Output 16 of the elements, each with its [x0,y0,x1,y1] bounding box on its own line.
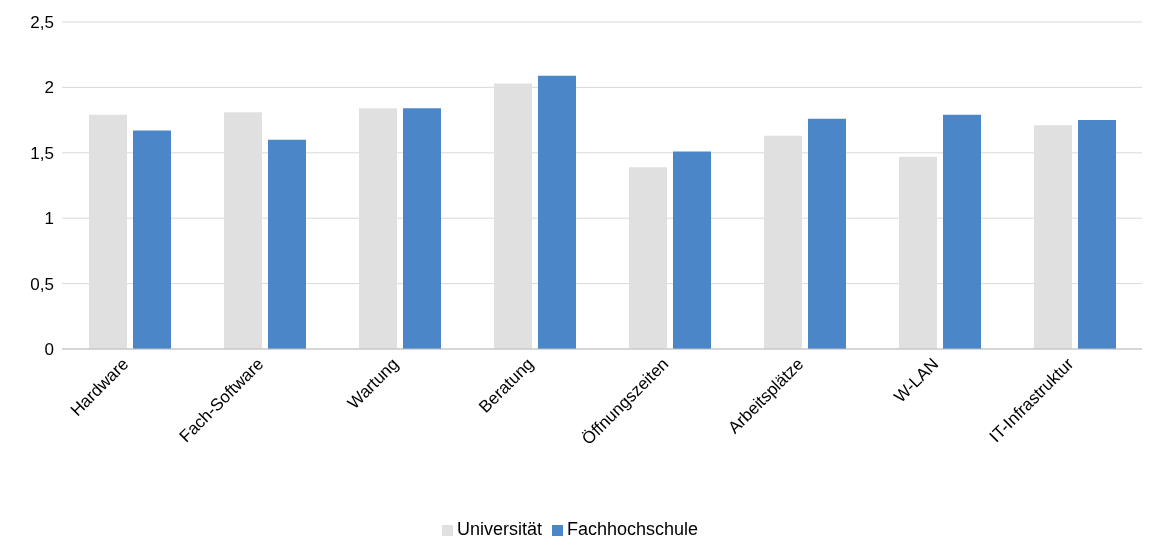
bar [403,108,441,349]
y-tick-label: 1 [44,209,54,229]
y-tick-label: 0,5 [30,274,54,294]
bar [538,75,576,349]
bar [673,151,711,349]
bar [808,118,846,349]
bar [1078,120,1116,349]
y-tick-label: 1,5 [30,143,54,163]
y-tick-label: 0 [44,340,54,360]
y-tick-label: 2,5 [30,13,54,33]
legend-label: Universität [456,519,542,539]
legend-label: Fachhochschule [566,519,699,539]
bar [268,139,306,349]
bar [133,130,171,349]
y-tick-label: 2 [44,78,54,98]
bar [943,114,981,349]
